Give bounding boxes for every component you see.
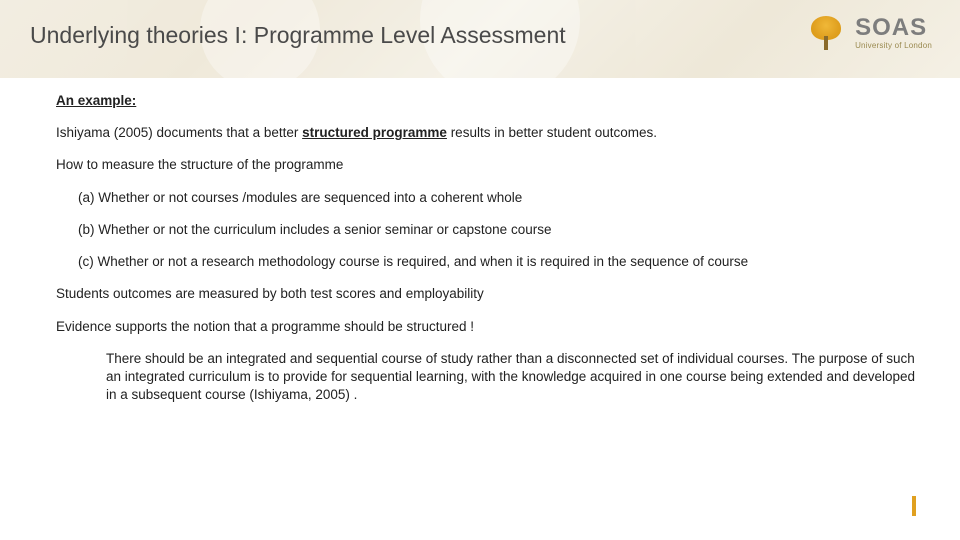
example-label-text: An example: <box>56 93 136 108</box>
line1-pre: Ishiyama (2005) documents that a better <box>56 125 302 140</box>
footer-accent-bar <box>912 496 916 516</box>
logo-text: SOAS University of London <box>855 16 932 50</box>
line1-post: results in better student outcomes. <box>447 125 657 140</box>
item-b: (b) Whether or not the curriculum includ… <box>78 221 920 239</box>
outcomes-line: Students outcomes are measured by both t… <box>56 285 920 303</box>
logo-sub: University of London <box>855 42 932 50</box>
slide-title: Underlying theories I: Programme Level A… <box>30 22 566 49</box>
example-label: An example: <box>56 92 920 110</box>
ishiyama-line: Ishiyama (2005) documents that a better … <box>56 124 920 142</box>
slide-body: An example: Ishiyama (2005) documents th… <box>56 92 920 418</box>
tree-icon <box>807 14 845 52</box>
soas-logo: SOAS University of London <box>807 14 932 52</box>
slide: Underlying theories I: Programme Level A… <box>0 0 960 540</box>
quote-block: There should be an integrated and sequen… <box>106 350 920 405</box>
evidence-line: Evidence supports the notion that a prog… <box>56 318 920 336</box>
item-a: (a) Whether or not courses /modules are … <box>78 189 920 207</box>
line1-bold: structured programme <box>302 125 447 140</box>
measure-heading: How to measure the structure of the prog… <box>56 156 920 174</box>
logo-main: SOAS <box>855 16 932 40</box>
item-c: (c) Whether or not a research methodolog… <box>78 253 920 271</box>
